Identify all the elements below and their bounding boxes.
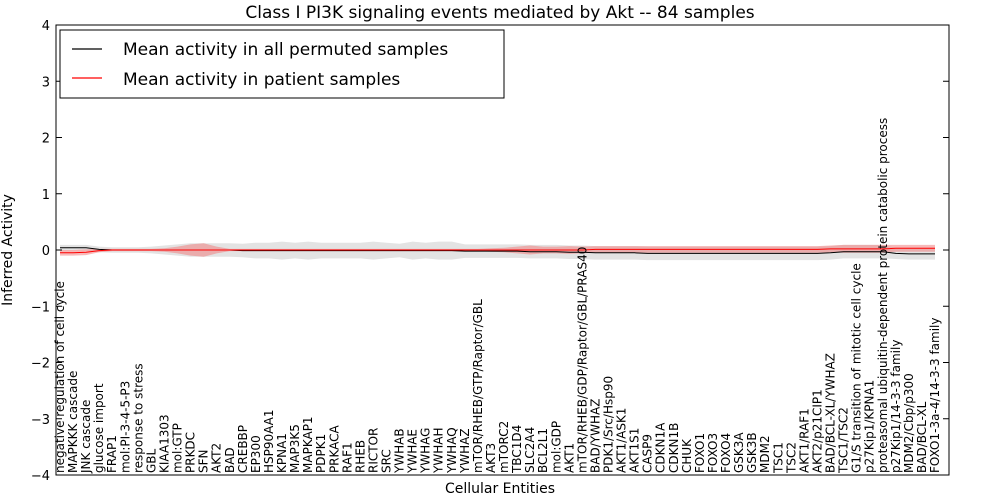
x-tick-label: YWHAG (419, 428, 433, 475)
x-tick-label: MDM2 (758, 435, 772, 473)
x-tick-label: p27Kip1/14-3-3 family (889, 340, 903, 473)
x-tick-label: MAPKAP1 (301, 416, 315, 473)
x-tick-label: MAPKKK cascade (66, 371, 80, 473)
x-tick-label: MAP3K5 (288, 424, 302, 473)
x-tick-label: CHUK (680, 438, 694, 473)
x-tick-label: YWHAB (393, 428, 407, 474)
x-tick-label: BAD/YWHAZ (588, 399, 602, 473)
x-tick-label: GSK3B (745, 432, 759, 473)
x-tick-label: mTORC2 (497, 421, 511, 473)
legend-label-patient: Mean activity in patient samples (123, 70, 400, 90)
x-tick-label: JNK cascade (79, 400, 93, 474)
x-tick-label: BAD (223, 447, 237, 473)
x-axis-label: Cellular Entities (445, 481, 555, 497)
y-tick-label: 2 (42, 132, 50, 147)
y-tick-label: 4 (42, 19, 50, 34)
x-tick-label: MDM2/Cbp/p300 (902, 373, 916, 473)
x-tick-label: FOXO1 (693, 433, 707, 473)
x-tick-label: FRAP1 (105, 435, 119, 473)
x-tick-label: AKT3 (484, 443, 498, 473)
y-tick-label: −2 (31, 357, 50, 372)
x-tick-label: FOXO3 (706, 433, 720, 473)
x-tick-label: AKT1/ASK1 (615, 408, 629, 473)
x-tick-label: YWHAE (406, 429, 420, 474)
x-tick-label: G1/S transition of mitotic cell cycle (850, 263, 864, 473)
x-tick-label: mTOR/RHEB/GDP/Raptor/GBL/PRAS40 (575, 247, 589, 473)
x-tick-label: PRKDC (184, 432, 198, 473)
y-tick-label: 3 (42, 75, 50, 90)
x-tick-label: PDPK1 (314, 434, 328, 473)
x-tick-label: RHEB (353, 440, 367, 473)
x-tick-label: PDK1/Src/Hsp90 (602, 376, 616, 473)
x-tick-label: AKT2 (210, 443, 224, 473)
x-tick-label: TSC2 (784, 442, 798, 474)
x-tick-label: RAF1 (340, 442, 354, 473)
x-tick-label: CREBBP (236, 425, 250, 473)
x-tick-label: CDKN1A (654, 422, 668, 473)
y-tick-label: −3 (31, 413, 50, 428)
x-tick-label: AKT1S1 (628, 428, 642, 473)
x-tick-label: CASP9 (641, 434, 655, 473)
x-tick-label: FOXO1-3a-4/14-3-3 family (928, 318, 942, 474)
axes: 4 3 2 1 0 −1 −2 −3 −4 (31, 19, 949, 484)
legend-label-permuted: Mean activity in all permuted samples (123, 40, 448, 60)
x-tick-label: BAD/BCL-XL (915, 401, 929, 473)
x-tick-label: CDKN1B (667, 423, 681, 473)
x-tick-label: mol:GDP (549, 421, 563, 473)
legend-box (59, 29, 505, 99)
x-tick-label: AKT1 (562, 443, 576, 473)
y-tick-label: 1 (42, 188, 50, 203)
x-tick-label: mol:GTP (171, 423, 185, 473)
x-tick-label: AKT2/p21CIP1 (811, 389, 825, 473)
x-tick-label: FOXO4 (719, 433, 733, 473)
y-tick-label: −1 (31, 300, 50, 315)
x-tick-label: TSC1/TSC2 (837, 407, 851, 474)
x-tick-label: glucose import (92, 383, 106, 473)
x-tick-label: proteasomal ubiquitin-dependent protein … (876, 118, 890, 473)
x-tick-label: BCL2L1 (536, 428, 550, 473)
x-tick-label: negative regulation of cell cycle (53, 281, 67, 473)
x-tick-label: RICTOR (366, 428, 380, 473)
x-tick-label: TSC1 (771, 442, 785, 474)
x-tick-label: GSK3A (732, 432, 746, 473)
x-tick-label: SFN (197, 450, 211, 474)
x-tick-label: SRC (380, 449, 394, 473)
x-tick-label: mol:PI-3-4-5-P3 (118, 381, 132, 473)
x-tick-label: p27Kip1/KPNA1 (863, 380, 877, 473)
series-lines (60, 247, 935, 255)
x-tick-label: PRKACA (327, 424, 341, 473)
x-tick-label: mTOR/RHEB/GTP/Raptor/GBL (471, 299, 485, 473)
category-labels: negative regulation of cell cycle MAPKKK … (53, 118, 942, 474)
chart-title: Class I PI3K signaling events mediated b… (245, 3, 754, 23)
y-tick-label: 0 (42, 244, 50, 259)
line-series-1 (60, 247, 935, 254)
x-tick-label: response to stress (131, 363, 145, 473)
x-tick-label: YWHAQ (445, 427, 459, 474)
x-tick-label: KPNA1 (275, 433, 289, 473)
y-axis-label: Inferred Activity (0, 194, 16, 306)
x-tick-label: KIAA1303 (158, 414, 172, 473)
x-tick-label: SLC2A4 (523, 427, 537, 473)
y-tick-label: −4 (31, 469, 50, 484)
x-tick-label: AKT1/RAF1 (797, 408, 811, 473)
x-tick-label: HSP90AA1 (262, 409, 276, 473)
x-tick-label: TBC1D4 (510, 425, 524, 474)
x-tick-label: YWHAZ (458, 428, 472, 474)
x-tick-label: GBL (144, 448, 158, 473)
x-tick-label: EP300 (249, 435, 263, 473)
legend: Mean activity in all permuted samples Me… (59, 29, 505, 99)
x-tick-label: YWHAH (432, 428, 446, 474)
x-tick-label: BAD/BCL-XL/YWHAZ (824, 353, 838, 473)
